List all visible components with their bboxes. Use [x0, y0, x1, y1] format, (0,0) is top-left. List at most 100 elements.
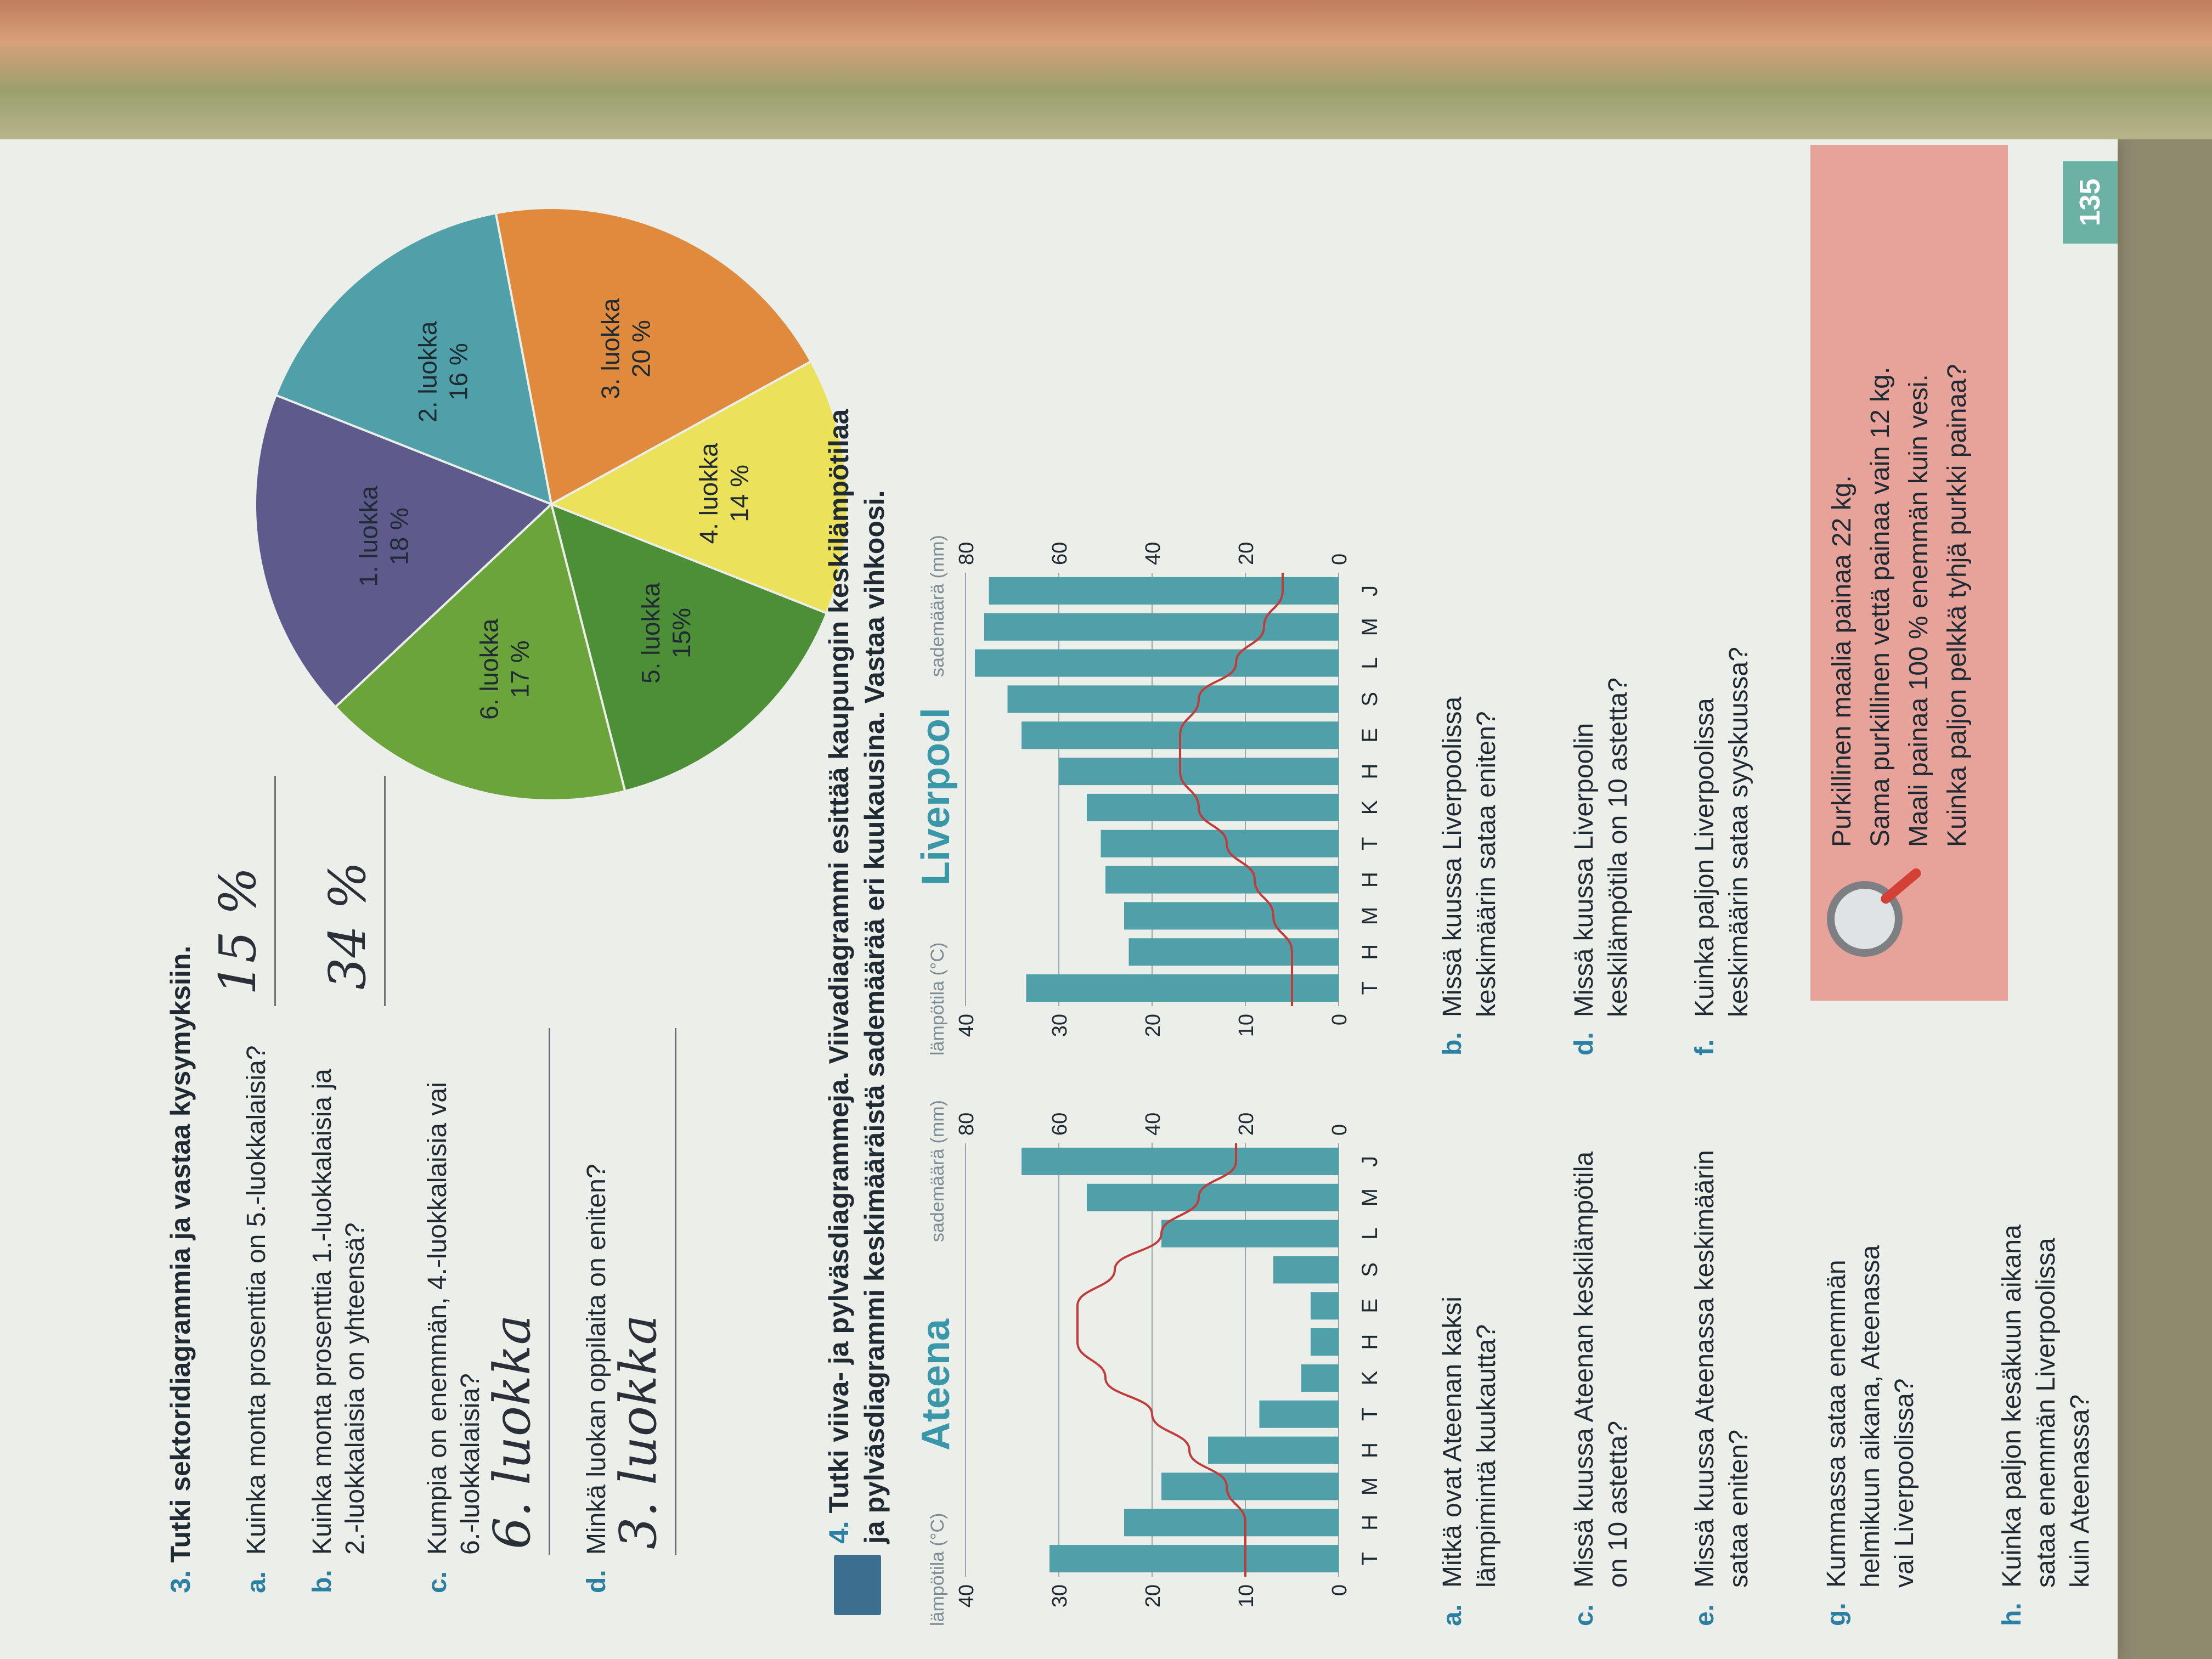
rain-bar [1311, 1328, 1339, 1356]
month-label: T [1358, 1408, 1382, 1421]
ateena-left-axis-title: lämpötila (°C) [927, 1513, 948, 1626]
month-label: H [1358, 1334, 1382, 1350]
right-tick-label: 20 [1235, 542, 1258, 565]
question-text: sataa eniten? [1724, 1429, 1753, 1588]
pie-slice-label: 5. luokka [636, 582, 665, 684]
left-tick-label: 10 [1235, 1584, 1258, 1607]
month-label: J [1358, 585, 1382, 596]
question-text: Kuinka monta prosenttia on 5.-luokkalais… [242, 1045, 271, 1555]
temperature-line [1179, 573, 1293, 1006]
right-tick-label: 40 [1142, 542, 1165, 565]
rain-bar [1059, 758, 1339, 786]
month-label: M [1358, 1477, 1382, 1496]
question-letter: c. [1570, 1604, 1599, 1626]
pie-slice [254, 393, 554, 709]
right-tick-label: 60 [1048, 542, 1071, 565]
question-text: kuin Ateenassa? [2066, 1394, 2095, 1588]
question-text: on 10 astetta? [1604, 1420, 1633, 1588]
rain-bar [1022, 1147, 1339, 1175]
liverpool-right-axis-title: sademäärä (mm) [927, 535, 948, 677]
question-letter: f. [1690, 1039, 1719, 1056]
right-tick-label: 20 [1235, 1113, 1258, 1136]
ateena-title: Ateena [914, 1318, 958, 1451]
question-text: keskimäärin sataa syyskuussa? [1724, 647, 1753, 1017]
rain-bar [1273, 1256, 1339, 1284]
right-tick-label: 60 [1048, 1113, 1071, 1136]
rain-bar [1208, 1436, 1339, 1464]
question-text: Kuinka paljon Liverpoolissa [1690, 698, 1719, 1017]
month-label: J [1358, 1156, 1382, 1167]
right-tick-label: 0 [1328, 554, 1351, 565]
rain-bar [975, 649, 1339, 677]
question-text: helmikuun aikana, Ateenassa [1856, 1245, 1885, 1588]
question-text: keskimäärin sataa eniten? [1472, 711, 1501, 1017]
liverpool-left-axis-title: lämpötila (°C) [927, 942, 948, 1056]
rain-bar [1311, 1292, 1339, 1320]
left-tick-label: 40 [955, 1014, 978, 1037]
question-text: Missä kuussa Liverpoolissa [1438, 696, 1467, 1017]
question-text: Missä kuussa Liverpoolin [1570, 723, 1599, 1017]
pie-slice [494, 207, 812, 506]
handwritten-answer[interactable]: 6. luokka [483, 1314, 541, 1549]
pie-slice-value: 15% [667, 608, 696, 658]
rain-bar [1128, 938, 1339, 966]
task4-title: Tutki viiva- ja pylväsdiagrammeja. Viiva… [823, 409, 854, 1514]
task3-heading: 3. Tutki sektoridiagrammia ja vastaa kys… [165, 946, 196, 1593]
month-label: S [1358, 692, 1382, 707]
question-text: Kuinka paljon kesäkuun aikana [1997, 1224, 2027, 1588]
task4-number: 4. [823, 1521, 854, 1544]
question-letter: h. [1997, 1602, 2027, 1626]
month-label: L [1358, 1227, 1382, 1239]
handwritten-answer[interactable]: 34 % [318, 861, 377, 990]
question-letter: e. [1690, 1604, 1719, 1626]
liverpool-svg: 0 0 10 20 20 40 30 60 40 80 T H M H T K H E S L M J [955, 542, 1382, 1037]
month-label: E [1358, 728, 1382, 743]
task4-title: ja pylväsdiagrammi keskimääräistä sademä… [859, 490, 890, 1544]
month-label: H [1358, 764, 1382, 780]
rain-bar [1259, 1400, 1339, 1428]
pie-slice [274, 212, 553, 506]
question-text: Minkä luokan oppilaita on eniten? [582, 1164, 611, 1555]
month-label: H [1358, 1442, 1382, 1458]
question-text: 6.-luokkalaisia? [456, 1373, 485, 1555]
pie-slice [334, 502, 627, 802]
notebook-icon [834, 1555, 881, 1615]
left-tick-label: 30 [1048, 1584, 1071, 1607]
answer-line [549, 1028, 550, 1555]
rain-bar [1105, 866, 1339, 894]
pie-slice-label: 4. luokka [695, 443, 723, 544]
handwritten-answer[interactable]: 3. luokka [609, 1314, 668, 1549]
month-label: M [1358, 618, 1382, 636]
handwritten-answer[interactable]: 15 % [208, 867, 267, 995]
month-label: E [1358, 1299, 1382, 1313]
month-label: T [1358, 1552, 1382, 1565]
puzzle-line: Kuinka paljon pelkkä tyhjä purkki painaa… [1943, 364, 1972, 847]
page-edge-stack [0, 0, 2212, 139]
question-letter: b. [308, 1570, 337, 1593]
question-letter: b. [1438, 1032, 1467, 1056]
right-tick-label: 80 [955, 1113, 978, 1136]
puzzle-line: Purkillinen maalia painaa 22 kg. [1827, 475, 1857, 847]
rain-bar [1087, 1183, 1339, 1211]
month-label: T [1358, 981, 1382, 995]
rain-bar [1026, 974, 1339, 1002]
textbook-page: 3. Tutki sektoridiagrammia ja vastaa kys… [0, 139, 2118, 1659]
month-label: M [1358, 907, 1382, 925]
month-label: K [1358, 1370, 1382, 1385]
month-label: H [1358, 944, 1382, 960]
left-tick-label: 20 [1142, 1584, 1165, 1607]
left-tick-label: 0 [1328, 1014, 1351, 1025]
month-label: L [1358, 657, 1382, 669]
rain-bar [1049, 1545, 1339, 1573]
left-tick-label: 30 [1048, 1014, 1071, 1037]
pie-slice-label: 1. luokka [354, 486, 382, 587]
month-label: H [1358, 872, 1382, 888]
pie-slice-label: 3. luokka [596, 298, 624, 399]
puzzle-line: Sama purkillinen vettä painaa vain 12 kg… [1866, 366, 1895, 847]
rain-bar [1007, 685, 1339, 713]
liverpool-title: Liverpool [914, 707, 958, 885]
left-tick-label: 20 [1142, 1014, 1165, 1037]
right-tick-label: 0 [1328, 1124, 1351, 1136]
question-letter: g. [1822, 1602, 1851, 1626]
